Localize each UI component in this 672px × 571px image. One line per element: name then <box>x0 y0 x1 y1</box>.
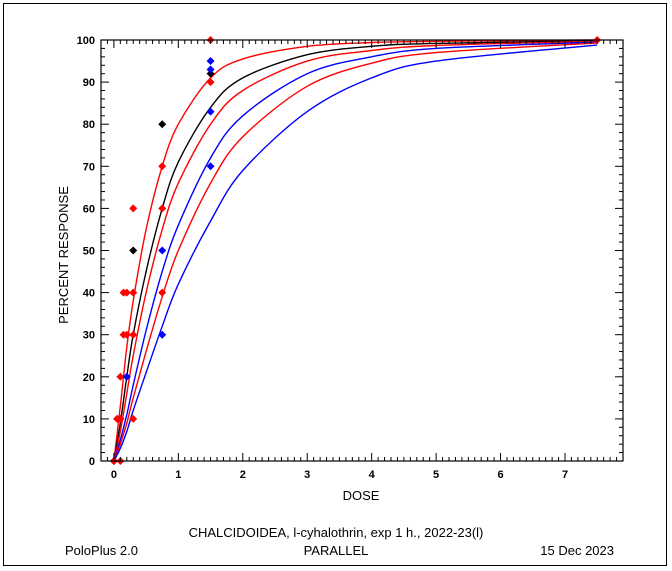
data-point-series-3 <box>158 162 167 171</box>
data-point-series-2 <box>158 120 167 129</box>
data-point-series-3 <box>206 78 215 87</box>
data-point-series-4 <box>206 107 215 116</box>
y-tick-label: 50 <box>83 246 95 258</box>
data-point-series-4 <box>158 246 167 255</box>
y-tick-label: 60 <box>83 203 95 215</box>
y-tick-label: 100 <box>77 35 95 47</box>
x-axis-label: DOSE <box>343 488 380 503</box>
x-tick-label: 4 <box>369 469 376 481</box>
data-point-series-1 <box>129 288 138 297</box>
y-tick-label: 20 <box>83 372 95 384</box>
plot-border <box>100 39 624 462</box>
data-point-series-3 <box>158 288 167 297</box>
data-point-series-1 <box>129 204 138 213</box>
fitted-curve-4 <box>113 41 598 462</box>
chart-caption: CHALCIDOIDEA, l-cyhalothrin, exp 1 h., 2… <box>188 525 484 540</box>
y-tick-label: 90 <box>83 77 95 89</box>
data-point-series-3 <box>129 330 138 339</box>
data-point-series-1 <box>116 372 125 381</box>
data-point-series-4 <box>206 162 215 171</box>
data-point-series-4 <box>122 372 131 381</box>
x-tick-label: 2 <box>240 469 246 481</box>
data-point-series-3 <box>122 288 131 297</box>
fitted-curve-2 <box>113 40 598 462</box>
model-label: PARALLEL <box>303 543 369 558</box>
fitted-curve-6 <box>113 44 598 462</box>
y-tick-label: 80 <box>83 119 95 131</box>
figure-frame <box>3 3 667 566</box>
data-point-series-4 <box>158 330 167 339</box>
x-tick-label: 5 <box>433 469 439 481</box>
data-point-series-3 <box>129 414 138 423</box>
y-axis-label: PERCENT RESPONSE <box>56 186 71 324</box>
x-tick-label: 7 <box>562 469 568 481</box>
data-point-series-4 <box>206 65 215 74</box>
data-points <box>109 36 602 465</box>
x-tick-label: 6 <box>497 469 503 481</box>
software-label: PoloPlus 2.0 <box>65 543 138 558</box>
data-point-series-3 <box>116 414 125 423</box>
fitted-curve-5 <box>113 42 598 462</box>
data-point-series-2 <box>129 246 138 255</box>
x-tick-label: 0 <box>111 469 117 481</box>
data-point-series-1 <box>122 330 131 339</box>
fitted-curve-1 <box>113 39 598 462</box>
date-label: 15 Dec 2023 <box>540 543 614 558</box>
x-tick-label: 3 <box>304 469 310 481</box>
data-point-series-4 <box>206 57 215 66</box>
fitted-curves <box>113 39 598 462</box>
y-tick-label: 40 <box>83 288 95 300</box>
data-point-series-1 <box>158 204 167 213</box>
x-tick-label: 1 <box>175 469 181 481</box>
y-tick-label: 0 <box>89 456 95 468</box>
y-tick-label: 30 <box>83 330 95 342</box>
y-tick-label: 70 <box>83 161 95 173</box>
fitted-curve-3 <box>113 40 598 462</box>
data-point-series-2 <box>206 69 215 78</box>
y-tick-label: 10 <box>83 414 95 426</box>
